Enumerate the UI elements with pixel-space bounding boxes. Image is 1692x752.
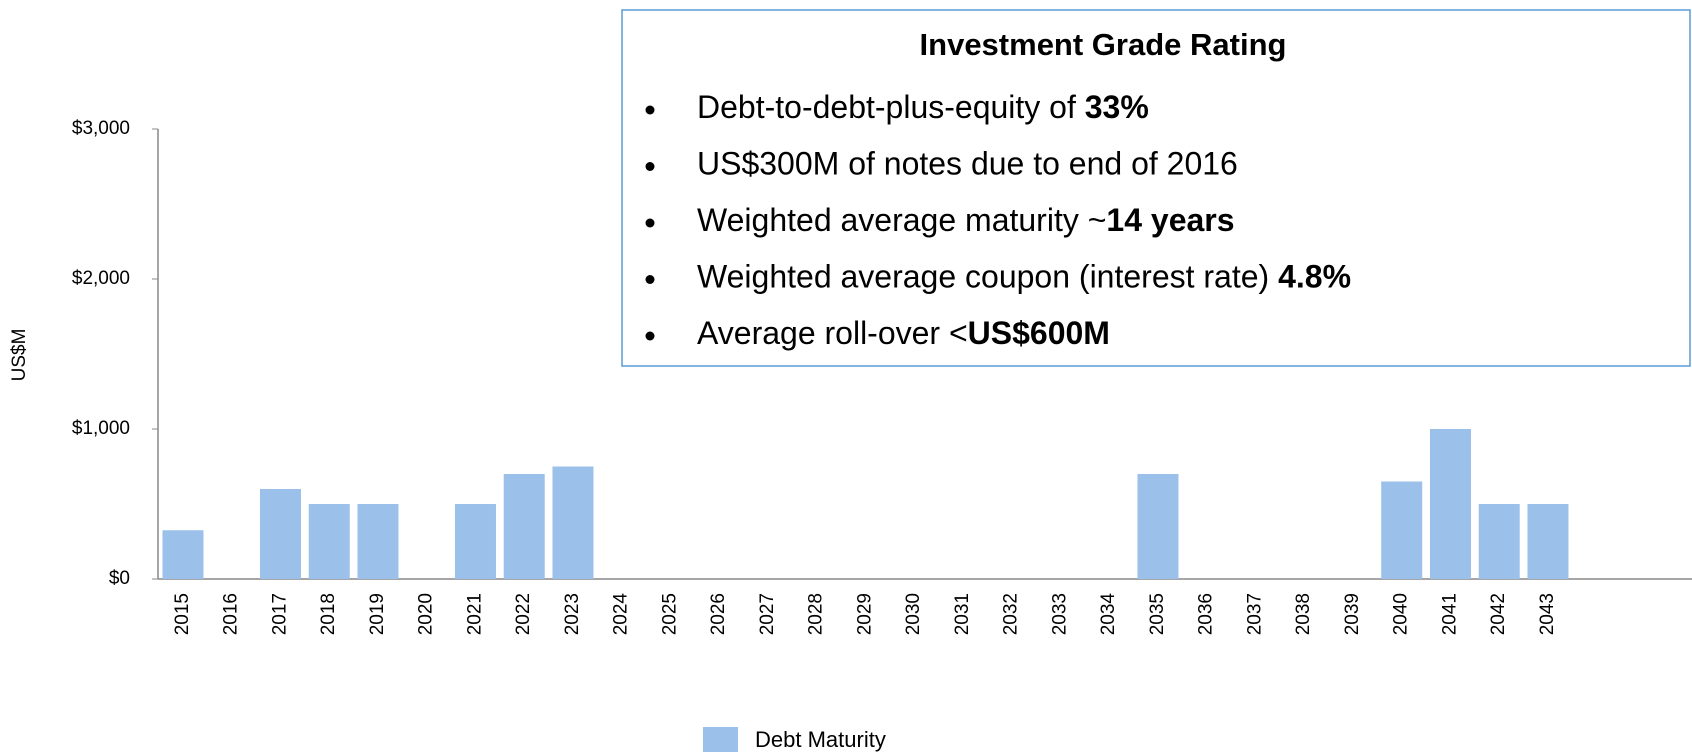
legend-label: Debt Maturity <box>755 727 886 752</box>
y-axis-label: US$M <box>9 329 30 382</box>
y-tick-label: $2,000 <box>72 268 130 289</box>
bullet-segment: Average roll-over < <box>697 315 968 351</box>
bar <box>1429 429 1471 579</box>
x-tick-label: 2034 <box>1098 593 1119 636</box>
x-tick-label: 2036 <box>1196 593 1217 635</box>
x-tick-label: 2024 <box>611 593 632 636</box>
bullet-segment: 14 years <box>1106 202 1234 238</box>
x-tick-label: 2030 <box>903 593 924 635</box>
bar <box>454 504 496 579</box>
y-tick-label: $0 <box>109 568 130 589</box>
x-tick-label: 2043 <box>1537 593 1558 635</box>
bullet-segment: Weighted average maturity ~ <box>697 202 1106 238</box>
bullet-dot <box>645 162 655 171</box>
bullet-text: Average roll-over <US$600M <box>697 315 1110 351</box>
bullet-segment: US$600M <box>968 315 1110 351</box>
x-tick-label: 2037 <box>1244 593 1265 635</box>
x-tick-label: 2020 <box>416 593 437 635</box>
y-tick-label: $1,000 <box>72 418 130 439</box>
bullet-dot <box>645 275 655 284</box>
bullet-text: Debt-to-debt-plus-equity of 33% <box>697 89 1149 125</box>
x-tick-label: 2041 <box>1439 593 1460 635</box>
x-tick-label: 2016 <box>221 593 242 635</box>
bar <box>162 530 204 579</box>
bar <box>259 489 301 579</box>
x-tick-label: 2031 <box>952 593 973 635</box>
x-tick-label: 2032 <box>1001 593 1022 635</box>
x-tick-label: 2015 <box>172 593 193 635</box>
bullet-segment: US$300M of notes due to end of 2016 <box>697 146 1238 182</box>
bullet-dot <box>645 218 655 228</box>
x-tick-label: 2035 <box>1147 593 1168 635</box>
x-tick-label: 2038 <box>1293 593 1314 635</box>
x-tick-label: 2042 <box>1488 593 1509 635</box>
bullet-segment: 33% <box>1085 89 1149 125</box>
bar <box>308 504 350 579</box>
text-box <box>621 9 1691 367</box>
x-tick-label: 2028 <box>806 593 827 635</box>
bullet-dot <box>645 331 655 341</box>
bar <box>552 466 594 579</box>
x-tick-label: 2023 <box>562 593 583 635</box>
bullet-text: US$300M of notes due to end of 2016 <box>697 146 1238 182</box>
x-tick-label: 2026 <box>708 593 729 635</box>
x-tick-label: 2017 <box>269 593 290 635</box>
bullet-dot <box>645 105 655 115</box>
x-tick-label: 2029 <box>854 593 875 635</box>
x-tick-label: 2033 <box>1049 593 1070 635</box>
bullet-segment: Weighted average coupon (interest rate) <box>697 259 1278 295</box>
x-tick-label: 2019 <box>367 593 388 635</box>
bar <box>503 474 545 579</box>
bar <box>357 504 399 579</box>
x-tick-label: 2027 <box>757 593 778 635</box>
bullet-text: Weighted average coupon (interest rate) … <box>697 259 1351 295</box>
x-tick-label: 2025 <box>659 593 680 635</box>
x-tick-label: 2040 <box>1391 593 1412 635</box>
bullet-segment: 4.8% <box>1278 259 1351 295</box>
bar <box>1381 481 1423 579</box>
y-tick-label: $3,000 <box>72 118 130 139</box>
x-tick-label: 2039 <box>1342 593 1363 635</box>
x-tick-label: 2022 <box>513 593 534 635</box>
box-title: Investment Grade Rating <box>920 27 1287 62</box>
bar <box>1137 474 1179 579</box>
bar <box>1527 504 1569 579</box>
bullet-segment: Debt-to-debt-plus-equity of <box>697 89 1085 125</box>
legend-swatch <box>703 727 738 752</box>
bar <box>1478 504 1520 579</box>
bullet-text: Weighted average maturity ~14 years <box>697 202 1235 238</box>
x-tick-label: 2018 <box>318 593 339 635</box>
x-tick-label: 2021 <box>464 593 485 635</box>
